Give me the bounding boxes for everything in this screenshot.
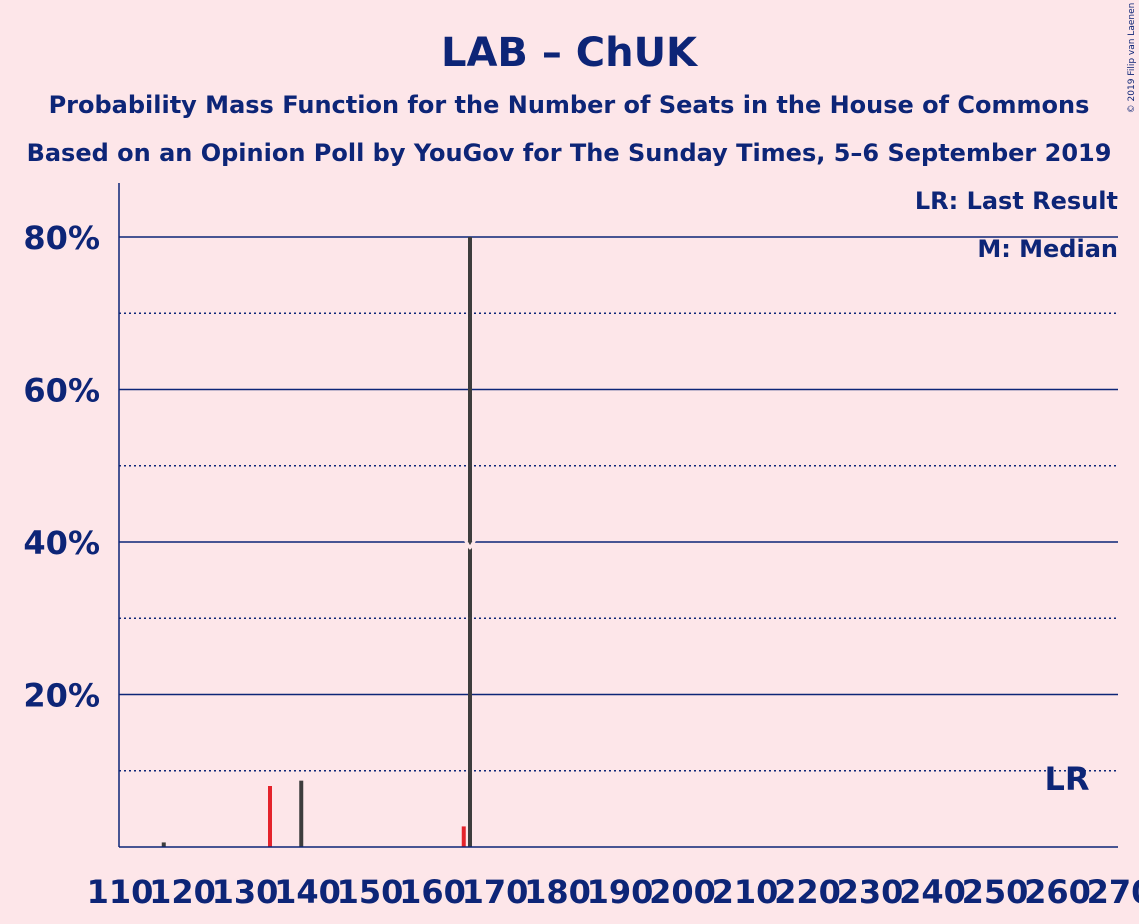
bar-134 (268, 786, 272, 847)
x-tick-labels: 1101201301401501601701801902002102202302… (87, 873, 1139, 911)
bars (161, 237, 472, 847)
y-tick-labels: 20% 40% 60% 80% (23, 219, 100, 715)
chart-title: LAB – ChUK (441, 30, 699, 76)
bar-166 (468, 237, 472, 847)
x-tick-label: 190 (587, 873, 654, 911)
y-tick-label: 20% (23, 677, 100, 715)
bar-117 (161, 842, 166, 847)
x-tick-label: 260 (1024, 873, 1091, 911)
x-tick-label: 150 (337, 873, 404, 911)
last-result-label: LR (1044, 760, 1089, 798)
axes (118, 183, 1118, 848)
x-tick-label: 170 (462, 873, 529, 911)
bar-139 (299, 780, 304, 847)
bar-165 (461, 826, 466, 847)
y-tick-label: 80% (23, 219, 100, 257)
legend-last-result: LR: Last Result (915, 187, 1118, 215)
x-tick-label: 250 (962, 873, 1029, 911)
x-tick-label: 240 (899, 873, 966, 911)
x-tick-label: 210 (712, 873, 779, 911)
x-tick-label: 220 (774, 873, 841, 911)
y-tick-label: 60% (23, 372, 100, 410)
x-tick-label: 180 (524, 873, 591, 911)
x-tick-label: 160 (399, 873, 466, 911)
x-tick-label: 130 (212, 873, 279, 911)
x-tick-label: 200 (649, 873, 716, 911)
x-tick-label: 140 (274, 873, 341, 911)
copyright: © 2019 Filip van Laenen (1127, 3, 1137, 114)
x-tick-label: 120 (149, 873, 216, 911)
median-marker (459, 532, 481, 550)
chart-subtitle-2: Based on an Opinion Poll by YouGov for T… (27, 139, 1112, 167)
legend-median: M: Median (977, 235, 1118, 263)
x-tick-label: 230 (837, 873, 904, 911)
annotations: LR (459, 532, 1090, 798)
x-tick-label: 270 (1087, 873, 1139, 911)
gridlines (119, 236, 1118, 772)
chart-subtitle: Probability Mass Function for the Number… (49, 91, 1090, 119)
x-tick-label: 110 (87, 873, 154, 911)
y-tick-label: 40% (23, 524, 100, 562)
